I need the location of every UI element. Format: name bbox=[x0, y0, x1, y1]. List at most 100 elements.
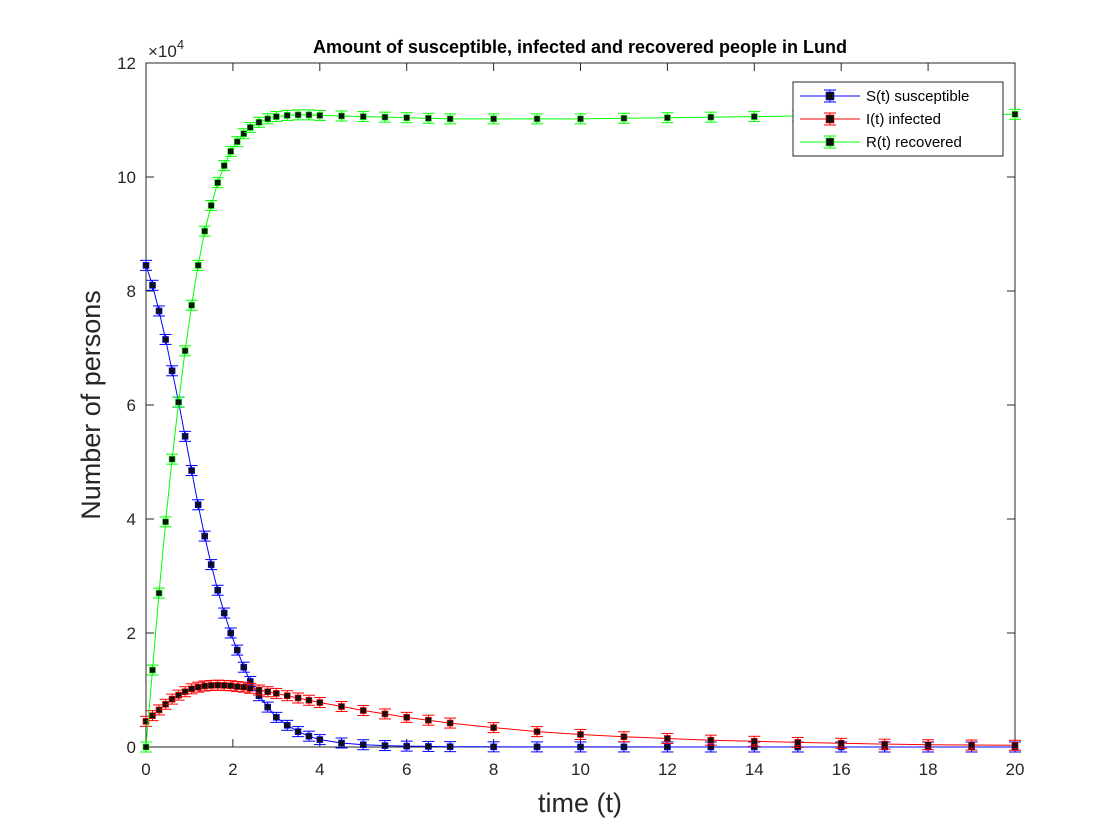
data-point bbox=[704, 111, 717, 123]
data-point bbox=[574, 113, 587, 125]
data-point bbox=[378, 708, 391, 720]
x-tick-label: 14 bbox=[745, 760, 764, 779]
data-point bbox=[791, 736, 804, 748]
data-point bbox=[704, 734, 717, 746]
data-point bbox=[400, 112, 413, 124]
data-point bbox=[748, 735, 761, 747]
y-tick-label: 4 bbox=[127, 510, 136, 529]
data-point bbox=[574, 741, 587, 753]
data-point bbox=[617, 731, 630, 743]
data-point bbox=[281, 719, 294, 731]
data-point bbox=[231, 644, 244, 656]
data-point bbox=[357, 739, 370, 751]
data-point bbox=[922, 739, 935, 751]
legend-marker bbox=[825, 114, 835, 124]
data-point bbox=[218, 607, 231, 619]
data-point bbox=[237, 128, 250, 140]
data-point bbox=[159, 333, 172, 345]
legend-label: S(t) susceptible bbox=[866, 88, 969, 105]
data-point bbox=[313, 109, 326, 121]
data-point bbox=[335, 701, 348, 713]
x-tick-label: 2 bbox=[228, 760, 237, 779]
data-point bbox=[1009, 108, 1021, 120]
data-point bbox=[140, 259, 152, 271]
data-point bbox=[531, 741, 544, 753]
data-point bbox=[965, 739, 978, 751]
data-point bbox=[444, 741, 457, 753]
x-tick-label: 0 bbox=[141, 760, 150, 779]
legend-item: S(t) susceptible bbox=[800, 88, 969, 105]
legend-label: I(t) infected bbox=[866, 111, 941, 128]
data-point bbox=[270, 111, 283, 123]
legend-marker bbox=[825, 91, 835, 101]
y-axis-label: Number of persons bbox=[76, 290, 106, 520]
data-point bbox=[192, 499, 205, 511]
series-group bbox=[140, 679, 1021, 751]
data-point bbox=[444, 113, 457, 125]
data-point bbox=[292, 109, 305, 121]
data-point bbox=[211, 177, 224, 189]
data-point bbox=[531, 113, 544, 125]
data-point bbox=[198, 680, 211, 692]
x-tick-label: 10 bbox=[571, 760, 590, 779]
plot-area bbox=[145, 62, 1016, 748]
data-point bbox=[211, 584, 224, 596]
legend-item: I(t) infected bbox=[800, 111, 941, 128]
data-point bbox=[302, 109, 315, 121]
data-point bbox=[400, 740, 413, 752]
chart-title: Amount of susceptible, infected and reco… bbox=[313, 37, 847, 57]
data-point bbox=[335, 737, 348, 749]
data-point bbox=[172, 396, 185, 408]
data-point bbox=[487, 722, 500, 734]
data-point bbox=[218, 160, 231, 172]
data-point bbox=[185, 683, 198, 695]
data-point bbox=[378, 111, 391, 123]
data-point bbox=[205, 200, 218, 211]
data-point bbox=[146, 710, 159, 722]
data-point bbox=[198, 225, 211, 237]
x-tick-label: 20 bbox=[1006, 760, 1025, 779]
data-point bbox=[146, 279, 159, 291]
legend-marker bbox=[825, 137, 835, 147]
data-point bbox=[179, 430, 192, 442]
data-point bbox=[244, 121, 257, 133]
data-point bbox=[192, 681, 205, 693]
data-point bbox=[159, 516, 172, 528]
data-point bbox=[574, 728, 587, 740]
data-point bbox=[252, 116, 265, 128]
legend-label: R(t) recovered bbox=[866, 134, 962, 151]
data-point bbox=[179, 345, 192, 357]
data-point bbox=[179, 686, 192, 698]
x-tick-label: 8 bbox=[489, 760, 498, 779]
data-point bbox=[205, 559, 218, 571]
data-point bbox=[357, 111, 370, 123]
data-point bbox=[878, 738, 891, 750]
data-point bbox=[422, 714, 435, 726]
x-tick-label: 6 bbox=[402, 760, 411, 779]
data-point bbox=[237, 681, 250, 693]
data-point bbox=[185, 299, 198, 311]
y-exponent-label: ×104 bbox=[148, 37, 184, 61]
legend-items: S(t) susceptible I(t) infected R(t) recove… bbox=[800, 88, 969, 151]
data-point bbox=[835, 737, 848, 749]
data-point bbox=[224, 627, 237, 639]
data-point bbox=[487, 113, 500, 125]
legend: S(t) susceptible I(t) infected R(t) recove… bbox=[792, 81, 1004, 157]
data-point bbox=[302, 730, 315, 742]
series-layer bbox=[140, 108, 1021, 753]
data-point bbox=[1009, 739, 1021, 751]
data-point bbox=[231, 681, 244, 693]
data-point bbox=[261, 686, 274, 698]
data-point bbox=[422, 112, 435, 124]
data-point bbox=[378, 740, 391, 752]
data-point bbox=[335, 110, 348, 122]
data-point bbox=[422, 740, 435, 752]
y-exponent-power: 4 bbox=[177, 37, 184, 52]
y-exponent-base: ×10 bbox=[148, 42, 177, 61]
x-tick-label: 4 bbox=[315, 760, 324, 779]
data-point bbox=[153, 587, 166, 599]
data-point bbox=[166, 365, 179, 377]
data-point bbox=[313, 697, 326, 709]
data-point bbox=[140, 741, 152, 753]
